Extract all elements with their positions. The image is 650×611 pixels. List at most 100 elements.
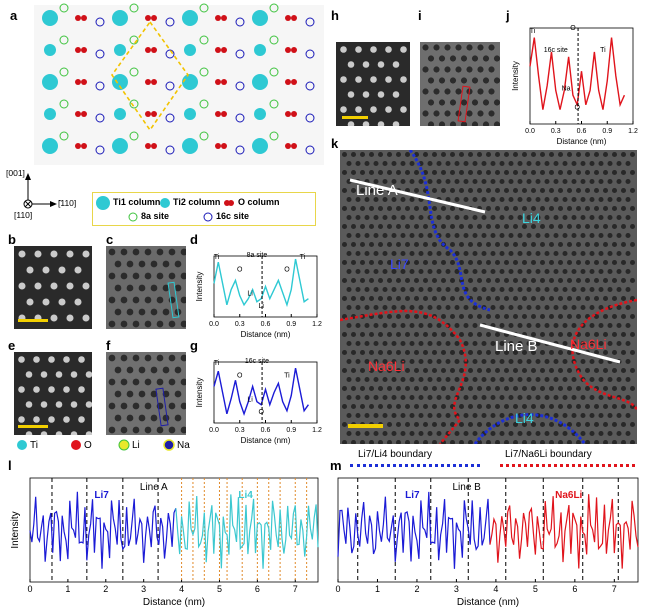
lattice-dot xyxy=(395,277,402,284)
lattice-dot xyxy=(571,178,577,185)
lattice-dot xyxy=(114,308,122,316)
series-li7 xyxy=(29,491,177,569)
lattice-dot xyxy=(156,320,164,328)
lattice-dot xyxy=(593,403,600,410)
lattice-dot xyxy=(476,169,483,176)
lattice-dot xyxy=(377,61,385,68)
ti-atom xyxy=(44,44,56,56)
lattice-dot xyxy=(598,322,604,329)
lattice-dot xyxy=(373,340,379,347)
lattice-dot xyxy=(449,223,456,230)
lattice-dot xyxy=(472,286,478,293)
lattice-dot xyxy=(431,385,438,392)
lattice-dot xyxy=(485,421,492,428)
lattice-dot xyxy=(571,412,577,419)
o-atom xyxy=(215,111,221,117)
lattice-dot xyxy=(589,250,595,257)
x-tick-label: 1.2 xyxy=(312,427,322,434)
lattice-dot xyxy=(584,439,591,444)
lattice-dot xyxy=(521,205,528,212)
lattice-dot xyxy=(616,250,622,257)
o-atom xyxy=(285,15,291,21)
lattice-dot xyxy=(611,313,618,320)
o-atom xyxy=(81,47,87,53)
lattice-dot xyxy=(575,385,582,392)
peak-label: Na xyxy=(562,85,571,92)
lattice-dot xyxy=(436,286,442,293)
lattice-dot xyxy=(413,277,420,284)
lattice-dot xyxy=(368,349,375,356)
lattice-dot xyxy=(418,394,424,401)
lattice-dot xyxy=(539,151,546,158)
lattice-dot xyxy=(25,431,33,435)
lattice-dot xyxy=(553,232,559,239)
lattice-dot xyxy=(418,376,424,383)
lattice-dot xyxy=(580,178,586,185)
lattice-dot xyxy=(562,196,568,203)
lattice-dot xyxy=(503,295,510,302)
lattice-dot xyxy=(120,272,128,280)
site-8a xyxy=(269,99,279,109)
lattice-dot xyxy=(144,320,152,328)
lattice-dot xyxy=(395,349,402,356)
y-axis-label: Intensity xyxy=(195,378,204,408)
lattice-dot xyxy=(150,366,158,374)
lattice-dot xyxy=(503,349,510,356)
x-axis-label: Distance (nm) xyxy=(241,330,291,339)
lattice-dot xyxy=(548,259,555,266)
lattice-dot xyxy=(427,232,433,239)
lattice-dot xyxy=(350,385,357,392)
lattice-dot xyxy=(150,414,158,422)
lattice-dot xyxy=(346,268,352,275)
x-tick-label: 0.0 xyxy=(525,128,535,135)
lattice-dot xyxy=(66,314,74,322)
lattice-dot xyxy=(481,160,487,167)
lattice-dot xyxy=(391,322,397,329)
lattice-dot xyxy=(418,250,424,257)
scale-bar xyxy=(18,319,48,322)
lattice-dot xyxy=(460,55,468,62)
lattice-dot xyxy=(499,286,505,293)
lattice-dot xyxy=(557,241,564,248)
lattice-dot xyxy=(584,277,591,284)
lattice-dot xyxy=(593,241,600,248)
chart-d: 0.0 0.3 0.6 0.9 1.2 Distance (nm) Intensity Ti 8… xyxy=(195,252,322,339)
lattice-dot xyxy=(168,296,176,304)
lattice-dot xyxy=(156,426,164,434)
lattice-dot xyxy=(625,322,631,329)
lattice-dot xyxy=(499,412,505,419)
lattice-dot xyxy=(535,250,541,257)
lattice-dot xyxy=(340,76,347,83)
lattice-dot xyxy=(382,430,388,437)
lattice-dot xyxy=(472,430,478,437)
lattice-dot xyxy=(593,421,600,428)
lattice-dot xyxy=(409,322,415,329)
lattice-dot xyxy=(598,430,604,437)
lattice-dot xyxy=(132,272,140,280)
lattice-dot xyxy=(438,121,446,126)
lattice-dot xyxy=(391,376,397,383)
lattice-dot xyxy=(539,403,546,410)
lattice-dot xyxy=(449,277,456,284)
lattice-dot xyxy=(391,250,397,257)
lattice-dot xyxy=(347,121,355,126)
lattice-dot xyxy=(584,169,591,176)
lattice-dot xyxy=(431,295,438,302)
lattice-dot xyxy=(392,121,400,126)
lattice-dot xyxy=(114,390,122,398)
lattice-dot xyxy=(593,151,600,158)
lattice-dot xyxy=(580,412,586,419)
lattice-dot xyxy=(438,99,446,106)
lattice-dot xyxy=(471,77,479,84)
lattice-dot xyxy=(440,421,447,428)
lattice-dot xyxy=(433,44,440,51)
lattice-dot xyxy=(108,320,116,328)
lattice-dot xyxy=(485,385,492,392)
lattice-dot xyxy=(440,259,447,266)
lattice-dot xyxy=(120,378,128,386)
lattice-dot xyxy=(512,241,519,248)
o-atom xyxy=(285,111,291,117)
lattice-dot xyxy=(535,178,541,185)
lattice-dot xyxy=(422,241,429,248)
x-tick-label: 7 xyxy=(612,584,617,594)
